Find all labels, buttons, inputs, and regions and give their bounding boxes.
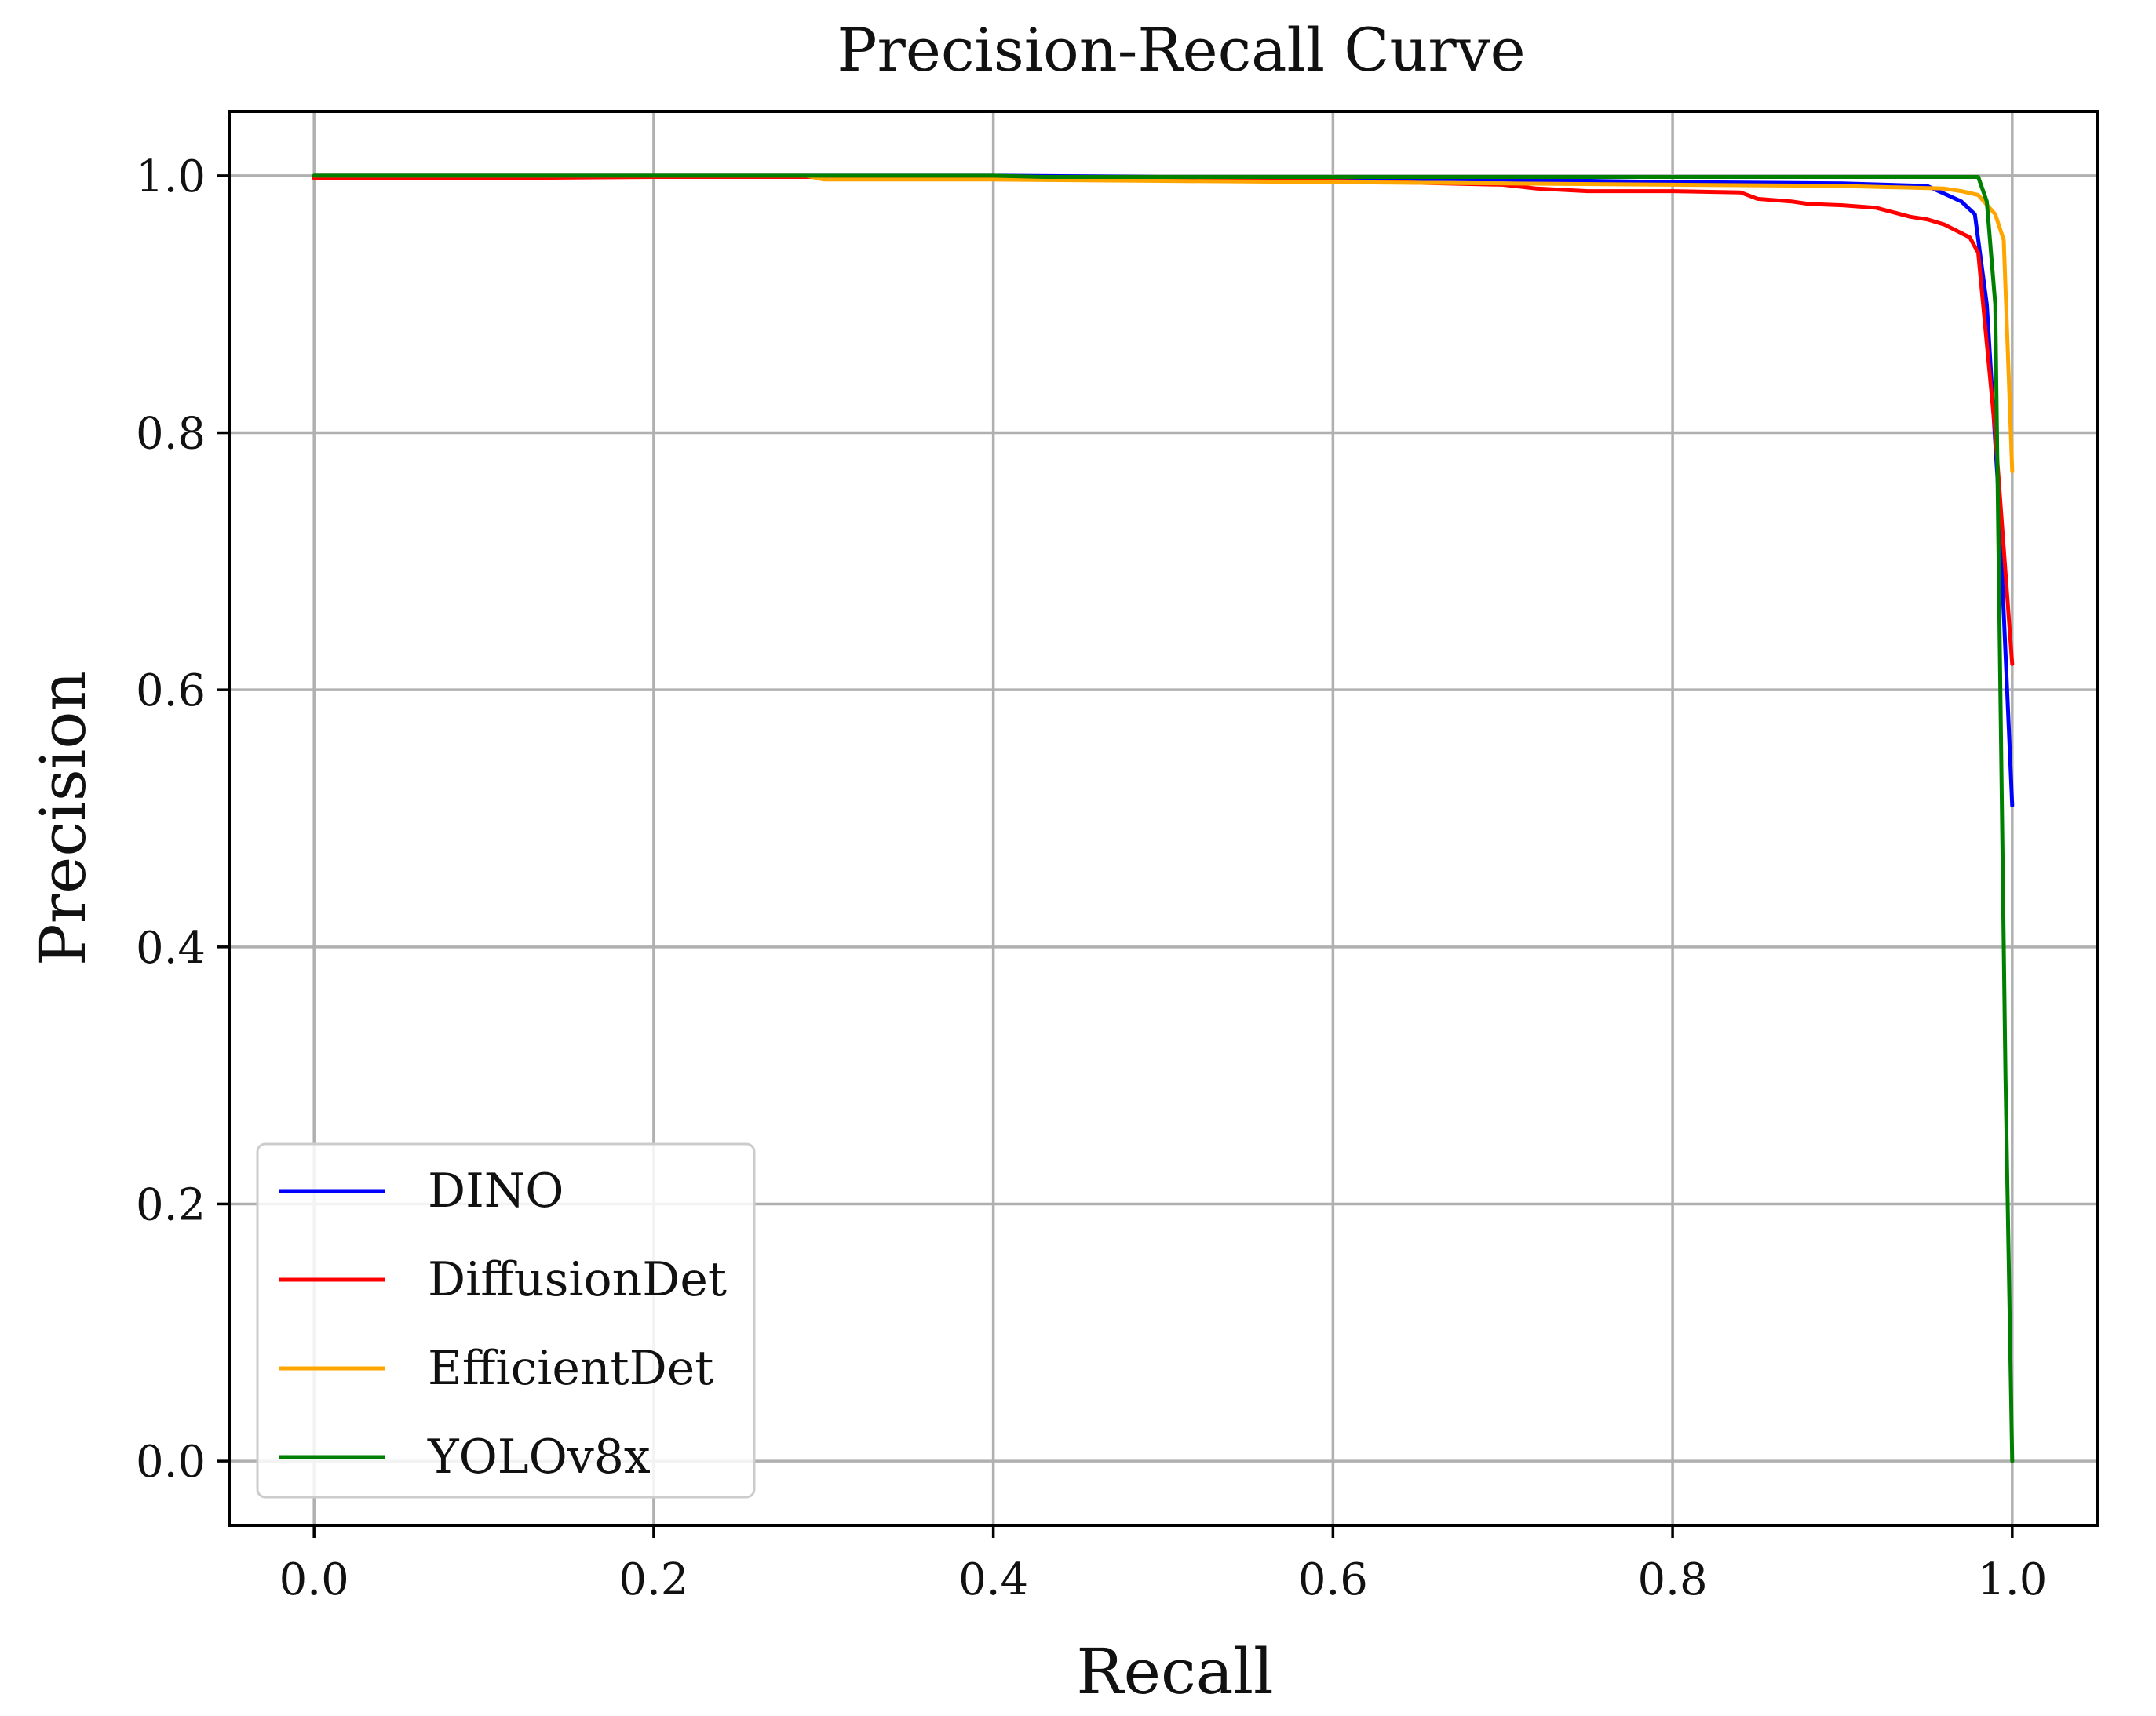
legend-label: DiffusionDet — [428, 1252, 727, 1307]
legend-box — [256, 1142, 756, 1499]
y-tick-label: 0.4 — [136, 923, 206, 974]
legend-label: DINO — [428, 1164, 564, 1219]
x-tick-label: 0.8 — [1638, 1554, 1708, 1605]
legend: DINO DiffusionDet EfficientDet YOLOv8x — [256, 1142, 756, 1499]
y-tick-label: 0.0 — [136, 1437, 206, 1488]
legend-item-diffusiondet: DiffusionDet — [279, 1252, 727, 1307]
y-tick-label: 1.0 — [136, 151, 206, 202]
x-tick-label: 1.0 — [1977, 1554, 2047, 1605]
y-axis-label: Precision — [27, 671, 100, 966]
x-tick-label: 0.2 — [618, 1554, 688, 1605]
legend-item-dino: DINO — [279, 1164, 564, 1219]
plot-frame — [228, 110, 2099, 1527]
chart-title: Precision-Recall Curve — [837, 15, 1525, 85]
y-tick-label: 0.8 — [136, 409, 206, 460]
x-tick-labels: 0.0 0.2 0.4 0.6 0.8 1.0 — [279, 1554, 2048, 1605]
legend-label: EfficientDet — [428, 1341, 713, 1396]
legend-item-yolov8x: YOLOv8x — [279, 1430, 651, 1485]
x-tick-label: 0.0 — [279, 1554, 349, 1605]
x-tick-label: 0.6 — [1298, 1554, 1368, 1605]
y-tick-label: 0.2 — [136, 1179, 206, 1230]
series-line-yolov8x — [312, 173, 2015, 1463]
x-tick-label: 0.4 — [958, 1554, 1028, 1605]
y-tick-label: 0.6 — [136, 665, 206, 716]
x-axis-label: Recall — [1076, 1635, 1273, 1708]
series-line-efficientdet — [312, 173, 2015, 474]
legend-item-efficientdet: EfficientDet — [279, 1341, 713, 1396]
legend-label: YOLOv8x — [427, 1430, 651, 1485]
series-lines — [312, 173, 2015, 1463]
tick-marks — [217, 174, 2014, 1538]
y-tick-labels: 0.0 0.2 0.4 0.6 0.8 1.0 — [136, 151, 206, 1488]
